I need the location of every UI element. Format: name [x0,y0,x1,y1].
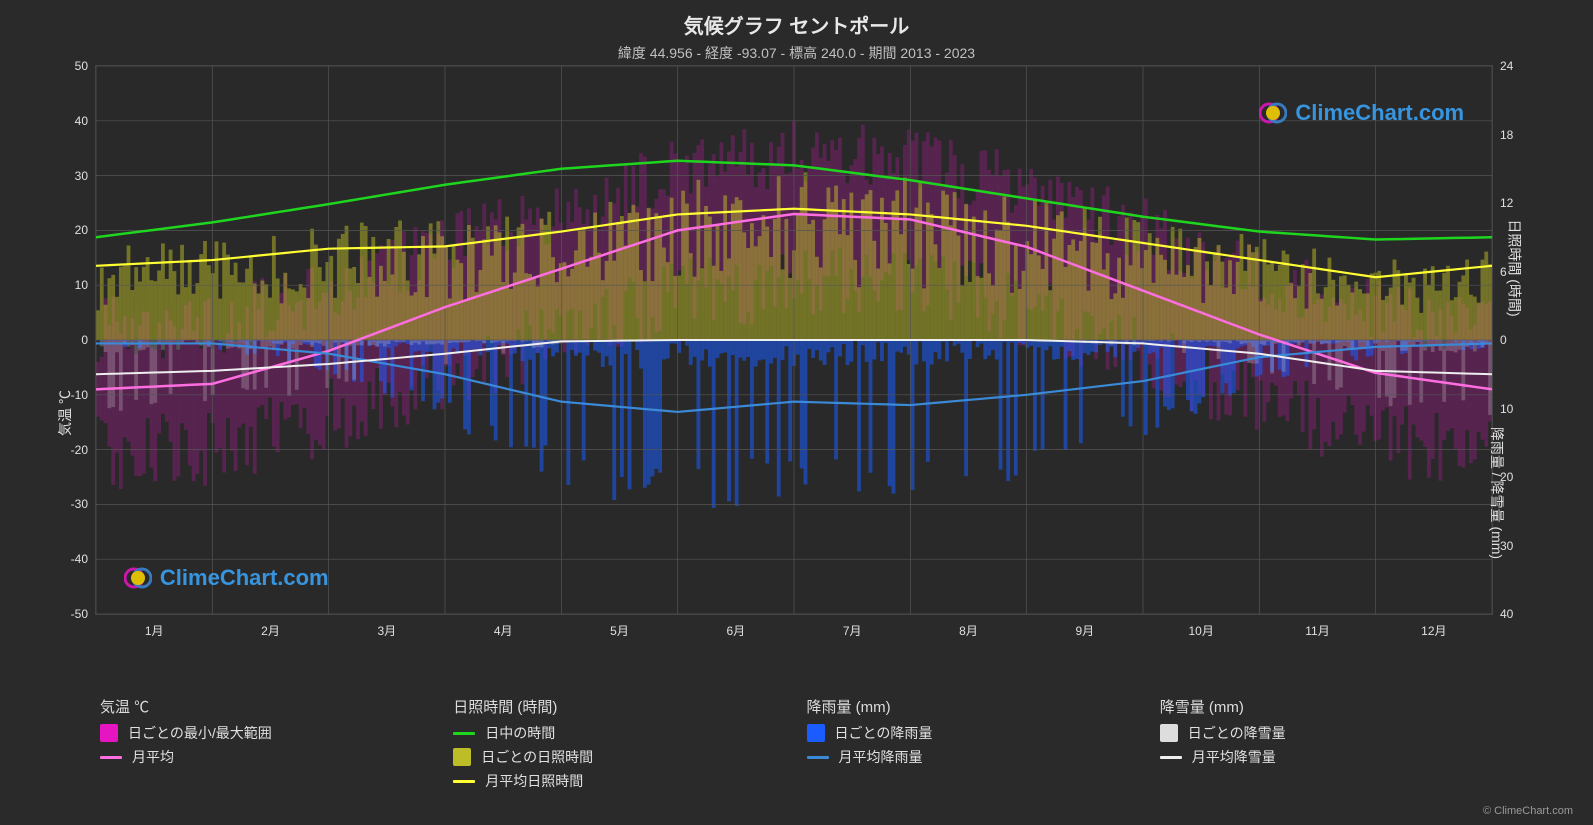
legend-col-title: 降雨量 (mm) [807,696,1140,717]
y-right-top-axis-label: 日照時間 (時間) [1504,219,1524,316]
legend-column: 気温 ℃ 日ごとの最小/最大範囲月平均 [100,696,433,795]
legend-label: 日ごとの降雨量 [835,723,933,743]
x-month-tick: 7月 [843,614,862,639]
legend-item: 月平均日照時間 [453,771,786,791]
y-right-bottom-tick: 40 [1492,607,1513,621]
x-month-tick: 4月 [494,614,513,639]
x-month-tick: 11月 [1305,614,1329,639]
y-left-tick: 30 [75,169,96,183]
watermark-bottom: ClimeChart.com [124,564,329,592]
legend-column: 降雨量 (mm) 日ごとの降雨量月平均降雨量 [807,696,1140,795]
legend-label: 日中の時間 [485,723,555,743]
legend-label: 日ごとの降雪量 [1188,723,1286,743]
legend-col-title: 日照時間 (時間) [453,696,786,717]
y-left-tick: -50 [71,607,96,621]
legend-swatch [453,732,475,735]
copyright-text: © ClimeChart.com [1483,805,1573,817]
plot-area: ClimeChart.com ClimeChart.com -50-40-30-… [95,65,1493,615]
y-right-top-tick: 0 [1492,333,1507,347]
y-left-tick: 50 [75,59,96,73]
legend-column: 日照時間 (時間) 日中の時間日ごとの日照時間月平均日照時間 [453,696,786,795]
x-month-tick: 3月 [377,614,396,639]
watermark-top: ClimeChart.com [1259,99,1464,127]
legend-swatch [1160,724,1178,742]
x-month-tick: 5月 [610,614,629,639]
chart-title: 気候グラフ セントポール [20,10,1573,39]
y-right-bottom-axis-label: 降雨量 / 降雪量 (mm) [1487,427,1507,559]
legend: 気温 ℃ 日ごとの最小/最大範囲月平均 日照時間 (時間) 日中の時間日ごとの日照時間… [100,696,1493,795]
x-month-tick: 10月 [1188,614,1213,639]
legend-item: 日ごとの最小/最大範囲 [100,723,433,743]
legend-label: 月平均日照時間 [485,771,583,791]
legend-swatch [100,724,118,742]
watermark-text: ClimeChart.com [1295,100,1464,126]
x-month-tick: 12月 [1421,614,1446,639]
chart-svg [96,66,1492,614]
y-right-top-tick: 18 [1492,128,1513,142]
y-left-tick: -40 [71,552,96,566]
legend-item: 日ごとの降雨量 [807,723,1140,743]
legend-item: 月平均 [100,747,433,767]
climate-chart-container: 気候グラフ セントポール 緯度 44.956 - 経度 -93.07 - 標高 … [20,10,1573,815]
legend-item: 日ごとの降雪量 [1160,723,1493,743]
y-right-bottom-tick: 10 [1492,402,1513,416]
watermark-icon [1259,99,1287,127]
y-left-tick: -20 [71,443,96,457]
legend-label: 月平均降雨量 [839,747,923,767]
legend-swatch [807,724,825,742]
y-right-top-tick: 12 [1492,196,1513,210]
watermark-text: ClimeChart.com [160,565,329,591]
y-left-tick: 40 [75,114,96,128]
watermark-icon [124,564,152,592]
legend-swatch [100,756,122,759]
x-month-tick: 2月 [261,614,280,639]
x-month-tick: 9月 [1075,614,1094,639]
y-left-tick: 10 [75,278,96,292]
x-month-tick: 6月 [726,614,745,639]
y-left-axis-label: 気温 ℃ [55,390,75,436]
y-left-tick: 20 [75,223,96,237]
legend-item: 日中の時間 [453,723,786,743]
legend-item: 月平均降雪量 [1160,747,1493,767]
legend-swatch [453,748,471,766]
legend-label: 日ごとの最小/最大範囲 [128,723,272,743]
y-right-top-tick: 24 [1492,59,1513,73]
legend-col-title: 降雪量 (mm) [1160,696,1493,717]
x-month-tick: 8月 [959,614,978,639]
chart-subtitle: 緯度 44.956 - 経度 -93.07 - 標高 240.0 - 期間 20… [20,43,1573,63]
legend-item: 日ごとの日照時間 [453,747,786,767]
legend-label: 日ごとの日照時間 [481,747,593,767]
legend-col-title: 気温 ℃ [100,696,433,717]
legend-swatch [807,756,829,759]
legend-swatch [1160,756,1182,759]
legend-item: 月平均降雨量 [807,747,1140,767]
y-left-tick: 0 [81,333,96,347]
y-left-tick: -30 [71,497,96,511]
legend-label: 月平均 [132,747,174,767]
x-month-tick: 1月 [145,614,164,639]
legend-label: 月平均降雪量 [1192,747,1276,767]
legend-swatch [453,780,475,783]
legend-column: 降雪量 (mm) 日ごとの降雪量月平均降雪量 [1160,696,1493,795]
